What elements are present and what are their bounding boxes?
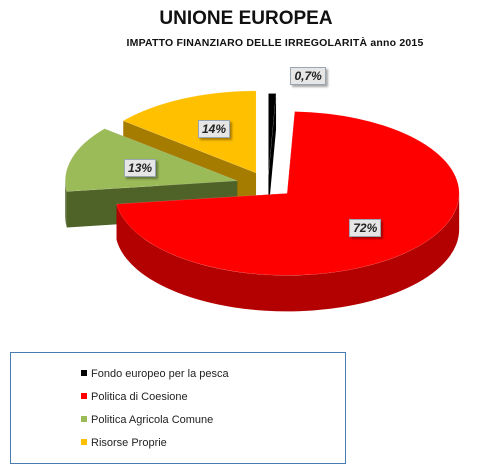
legend-label: Politica Agricola Comune [91, 414, 214, 426]
legend-swatch-agricola [81, 416, 87, 423]
pie-slice-fondo-pesca [268, 93, 277, 212]
slice-outer-wall [65, 180, 67, 228]
slice-top-face [268, 93, 277, 176]
slice-outer-wall [116, 193, 460, 312]
legend-item-coesione: Politica di Coesione [81, 390, 188, 404]
chart-subtitle: IMPATTO FINANZIARO DELLE IRREGOLARITÀ an… [126, 37, 424, 49]
legend-swatch-coesione [81, 393, 87, 400]
legend-swatch-risorse [81, 439, 87, 446]
legend-label: Fondo europeo per la pesca [91, 368, 229, 380]
legend-item-agricola: Politica Agricola Comune [81, 413, 213, 427]
legend-item-risorse: Risorse Proprie [81, 436, 167, 450]
legend-item-fondo-pesca: Fondo europeo per la pesca [81, 367, 229, 381]
legend-label: Politica di Coesione [91, 391, 188, 403]
legend: Fondo europeo per la pesca Politica di C… [10, 352, 346, 464]
data-label-fondo-pesca: 0,7% [290, 67, 326, 86]
data-label-agricola: 13% [124, 159, 157, 178]
slice-top-face [122, 90, 257, 174]
pie-chart [64, 90, 460, 312]
data-label-coesione: 72% [349, 218, 382, 237]
slice-side-face [268, 93, 277, 212]
legend-swatch-fondo-pesca [81, 370, 87, 377]
chart-title: UNIONE EUROPEA [159, 8, 333, 29]
legend-label: Risorse Proprie [91, 437, 167, 449]
data-label-risorse: 14% [197, 120, 230, 139]
